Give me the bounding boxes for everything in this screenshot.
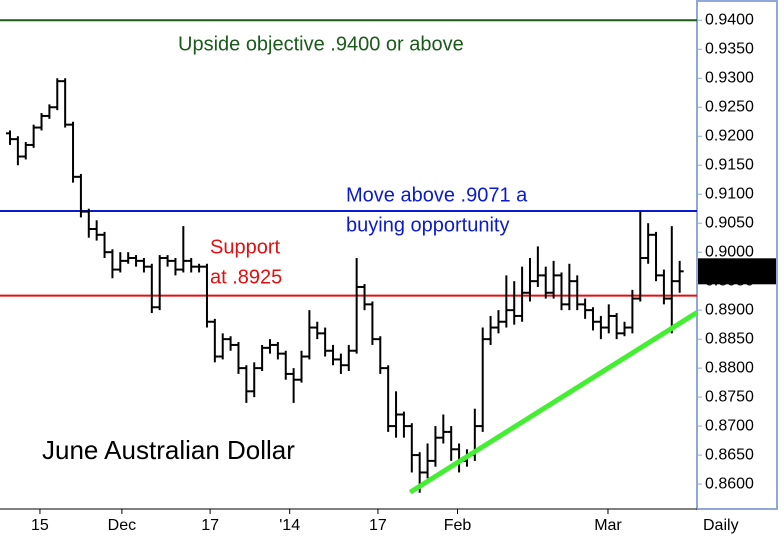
trendline	[408, 310, 699, 495]
x-tick-label: Dec	[108, 517, 136, 534]
y-tick-label: 0.9050	[705, 214, 754, 231]
chart-title: June Australian Dollar	[42, 435, 295, 465]
y-tick-label: 0.8750	[705, 388, 754, 405]
y-tick-label: 0.8600	[705, 475, 754, 492]
annotation: at .8925	[210, 266, 282, 288]
x-tick-label: '14	[279, 517, 300, 534]
last-price-label: 0.8967	[705, 263, 754, 280]
y-tick-label: 0.9350	[705, 40, 754, 57]
x-tick-label: 17	[369, 517, 387, 534]
y-tick-label: 0.9250	[705, 98, 754, 115]
x-tick-label: Feb	[444, 517, 472, 534]
x-tick-label: Mar	[594, 517, 622, 534]
last-price-box	[698, 258, 776, 285]
x-tick-label: 17	[201, 517, 219, 534]
y-tick-label: 0.8650	[705, 446, 754, 463]
annotation: Support	[210, 236, 280, 258]
annotation: Move above .9071 a	[346, 184, 528, 206]
y-tick-label: 0.8700	[705, 417, 754, 434]
y-tick-label: 0.9300	[705, 69, 754, 86]
x-tick-label: 15	[31, 517, 49, 534]
axis-frame	[696, 0, 778, 510]
y-tick-label: 0.8800	[705, 359, 754, 376]
frequency-label: Daily	[703, 517, 739, 534]
y-tick-label: 0.9400	[705, 12, 754, 29]
y-tick-label: 0.8900	[705, 301, 754, 318]
annotation: buying opportunity	[346, 214, 509, 236]
annotation: Upside objective .9400 or above	[178, 33, 464, 55]
y-tick-label: 0.9150	[705, 156, 754, 173]
y-tick-label: 0.8850	[705, 330, 754, 347]
y-tick-label: 0.9000	[705, 243, 754, 260]
y-tick-label: 0.9200	[705, 127, 754, 144]
y-tick-label: 0.9100	[705, 185, 754, 202]
